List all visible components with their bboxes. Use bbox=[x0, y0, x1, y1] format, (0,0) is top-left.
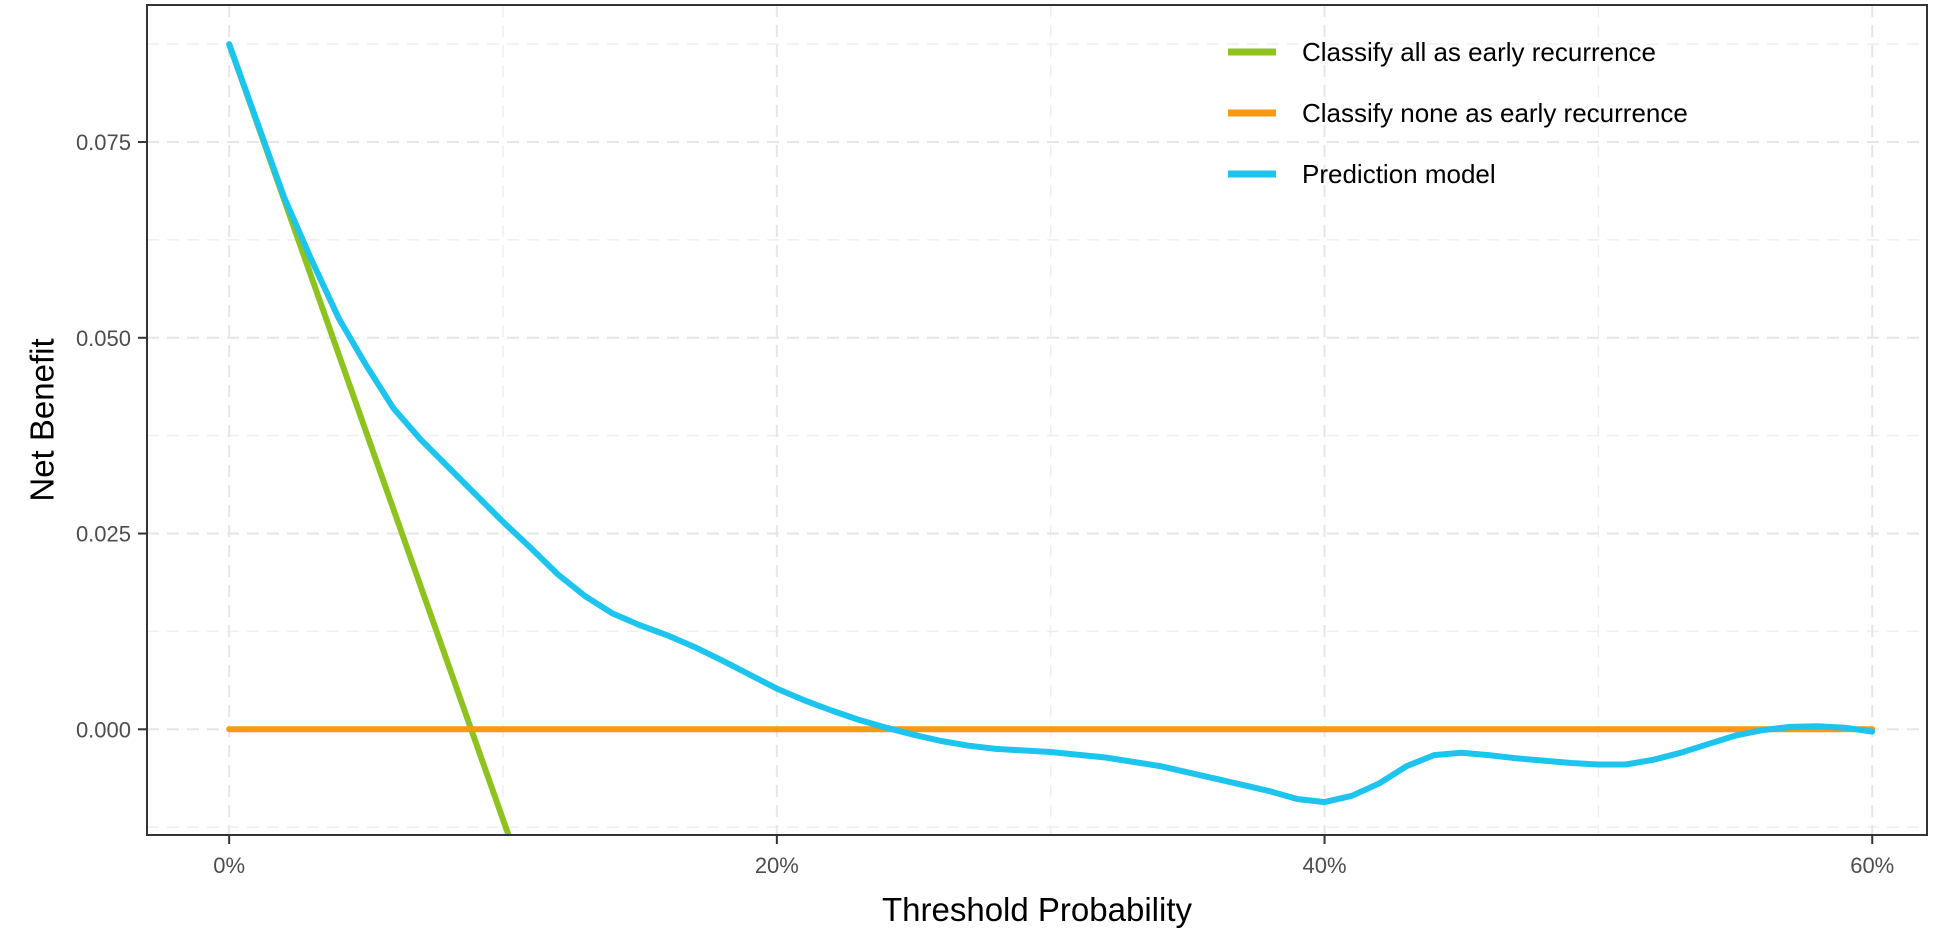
y-axis-title: Net Benefit bbox=[24, 338, 61, 501]
y-tick-label: 0.075 bbox=[76, 130, 131, 155]
plot-panel-border bbox=[146, 4, 1928, 836]
grid bbox=[147, 5, 1927, 835]
x-tick-label: 60% bbox=[1850, 853, 1894, 878]
x-axis-title: Threshold Probability bbox=[882, 891, 1192, 928]
y-tick-label: 0.050 bbox=[76, 326, 131, 351]
legend-label-classify-all-as-early-recurrence: Classify all as early recurrence bbox=[1302, 37, 1656, 67]
legend-label-classify-none-as-early-recurrence: Classify none as early recurrence bbox=[1302, 98, 1688, 128]
legend: Classify all as early recurrence Classify… bbox=[1228, 37, 1688, 189]
x-tick-label: 0% bbox=[213, 853, 245, 878]
axis-ticks: 0% 20% 40% 60% 0.000 0.025 0.050 0.075 bbox=[76, 130, 1894, 878]
series-lines bbox=[226, 41, 1876, 835]
series-line-prediction-model bbox=[226, 41, 1876, 806]
x-tick-label: 20% bbox=[755, 853, 799, 878]
y-tick-label: 0.025 bbox=[76, 522, 131, 547]
x-tick-label: 40% bbox=[1303, 853, 1347, 878]
y-tick-label: 0.000 bbox=[76, 717, 131, 742]
legend-label-prediction-model: Prediction model bbox=[1302, 159, 1496, 189]
